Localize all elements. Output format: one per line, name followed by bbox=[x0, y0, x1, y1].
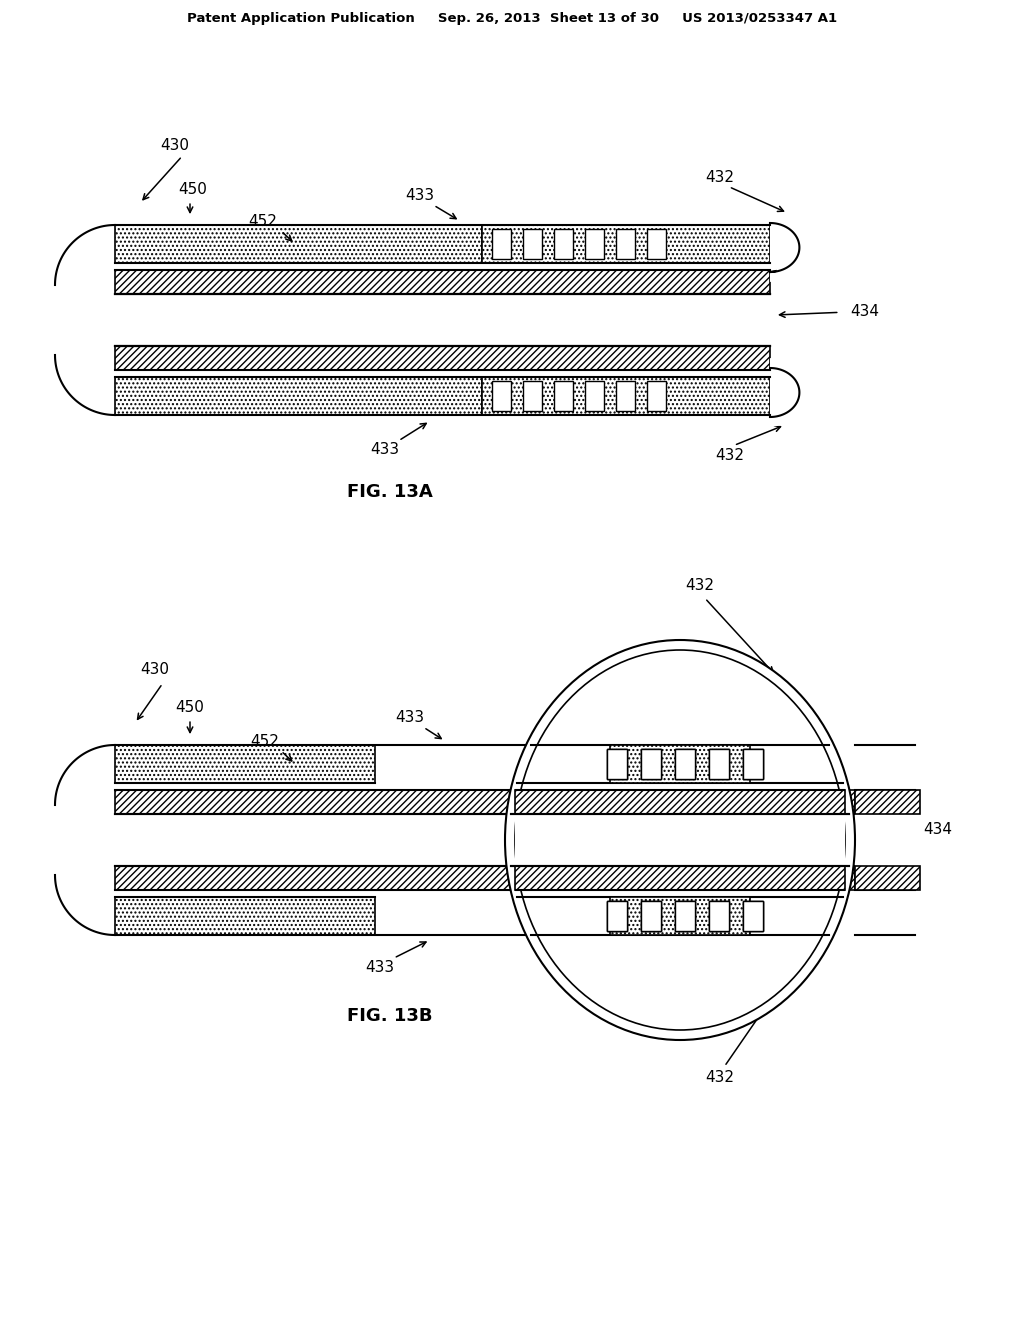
Bar bbox=[607, 902, 627, 931]
Text: 432: 432 bbox=[685, 578, 715, 593]
Ellipse shape bbox=[505, 640, 855, 1040]
Bar bbox=[554, 381, 572, 411]
Bar bbox=[743, 748, 763, 779]
Bar bbox=[647, 228, 666, 259]
Bar bbox=[492, 228, 511, 259]
Text: 452: 452 bbox=[251, 734, 280, 750]
Bar bbox=[610, 744, 750, 783]
Bar bbox=[607, 748, 627, 779]
Bar bbox=[523, 381, 542, 411]
Text: 433: 433 bbox=[406, 187, 434, 202]
Bar bbox=[647, 381, 666, 411]
Bar bbox=[743, 748, 763, 779]
Bar bbox=[115, 224, 482, 263]
Bar bbox=[115, 789, 855, 814]
Bar bbox=[515, 814, 845, 866]
Bar bbox=[675, 902, 695, 931]
Bar bbox=[607, 748, 627, 779]
Bar bbox=[641, 902, 662, 931]
Bar bbox=[709, 748, 729, 779]
Text: 450: 450 bbox=[178, 182, 207, 198]
Bar bbox=[585, 228, 604, 259]
Bar bbox=[482, 378, 770, 414]
Bar bbox=[607, 748, 627, 779]
Bar bbox=[115, 744, 376, 783]
Bar bbox=[607, 902, 627, 931]
Bar bbox=[620, 898, 740, 935]
Text: 432: 432 bbox=[706, 169, 734, 185]
Bar bbox=[482, 224, 770, 263]
Text: 432: 432 bbox=[706, 1071, 734, 1085]
Text: 430: 430 bbox=[161, 137, 189, 153]
Bar bbox=[607, 902, 627, 931]
Bar bbox=[620, 744, 740, 783]
Bar bbox=[743, 902, 763, 931]
Bar bbox=[675, 748, 695, 779]
Bar bbox=[641, 748, 662, 779]
Text: FIG. 13B: FIG. 13B bbox=[347, 1007, 433, 1026]
Bar bbox=[675, 748, 695, 779]
Bar bbox=[709, 902, 729, 931]
Text: 433: 433 bbox=[366, 960, 394, 974]
Bar bbox=[709, 748, 729, 779]
Bar bbox=[615, 228, 635, 259]
Bar bbox=[115, 814, 855, 866]
Bar bbox=[515, 789, 845, 814]
Bar bbox=[610, 898, 750, 935]
Bar bbox=[709, 902, 729, 931]
Text: 433: 433 bbox=[395, 710, 425, 725]
Text: 432: 432 bbox=[716, 447, 744, 462]
Bar bbox=[743, 902, 763, 931]
Text: 435: 435 bbox=[720, 682, 749, 697]
Text: 434: 434 bbox=[923, 822, 952, 837]
Bar bbox=[709, 748, 729, 779]
Bar bbox=[492, 381, 511, 411]
Bar bbox=[855, 789, 920, 814]
Bar bbox=[855, 866, 920, 890]
Text: 430: 430 bbox=[140, 663, 170, 677]
Text: 433: 433 bbox=[371, 442, 399, 458]
Bar bbox=[523, 228, 542, 259]
Bar bbox=[115, 378, 482, 414]
Bar bbox=[615, 381, 635, 411]
Bar bbox=[115, 898, 376, 935]
Wedge shape bbox=[770, 213, 805, 282]
Bar bbox=[675, 902, 695, 931]
Bar bbox=[641, 902, 662, 931]
Bar bbox=[709, 902, 729, 931]
Text: FIG. 13A: FIG. 13A bbox=[347, 483, 433, 502]
Bar bbox=[585, 381, 604, 411]
Bar bbox=[675, 902, 695, 931]
Text: 434: 434 bbox=[850, 305, 879, 319]
Bar bbox=[743, 902, 763, 931]
Bar bbox=[115, 294, 770, 346]
Bar bbox=[515, 866, 845, 890]
Wedge shape bbox=[770, 358, 805, 426]
Bar bbox=[115, 271, 770, 294]
Bar bbox=[115, 346, 770, 370]
Bar bbox=[743, 748, 763, 779]
Bar bbox=[641, 748, 662, 779]
Text: 435: 435 bbox=[715, 975, 744, 990]
Text: Patent Application Publication     Sep. 26, 2013  Sheet 13 of 30     US 2013/025: Patent Application Publication Sep. 26, … bbox=[187, 12, 837, 25]
Text: 450: 450 bbox=[175, 700, 204, 714]
Text: 452: 452 bbox=[249, 214, 278, 230]
Bar bbox=[554, 228, 572, 259]
Bar bbox=[855, 814, 920, 866]
Bar bbox=[115, 866, 855, 890]
Bar bbox=[641, 902, 662, 931]
Bar bbox=[675, 748, 695, 779]
Bar bbox=[641, 748, 662, 779]
